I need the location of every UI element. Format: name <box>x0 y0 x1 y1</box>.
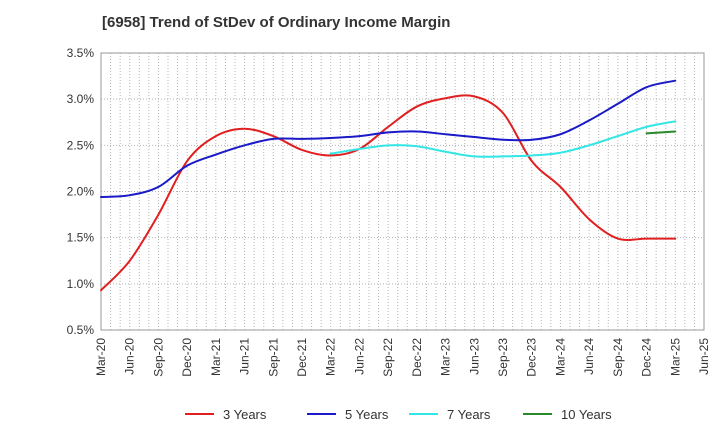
y-tick-label: 3.0% <box>67 92 95 106</box>
x-tick-label: Jun-21 <box>238 338 252 375</box>
x-tick-label: Jun-22 <box>352 338 366 375</box>
x-tick-label: Dec-22 <box>410 338 424 377</box>
y-axis-ticks: 0.5% 1.0% 1.5% 2.0% 2.5% 3.0% 3.5% <box>67 46 95 337</box>
x-tick-label: Mar-25 <box>668 338 682 376</box>
y-tick-label: 1.0% <box>67 277 95 291</box>
y-tick-label: 2.0% <box>67 185 95 199</box>
series-line-7-years <box>329 120 677 158</box>
x-tick-label: Mar-22 <box>324 338 338 376</box>
series-line-5-years <box>100 79 677 199</box>
x-tick-label: Sep-23 <box>496 338 510 377</box>
plot-border <box>100 52 705 331</box>
x-axis-ticks: Mar-20 Jun-20 Sep-20 Dec-20 Mar-21 Jun-21 Sep-… <box>94 338 711 377</box>
x-tick-label: Mar-20 <box>94 338 108 376</box>
legend-label: 7 Years <box>447 407 491 422</box>
x-tick-label: Dec-23 <box>525 338 539 377</box>
plot-background <box>101 53 704 330</box>
y-tick-label: 2.5% <box>67 138 95 152</box>
legend-label: 5 Years <box>345 407 389 422</box>
y-tick-label: 0.5% <box>67 323 95 337</box>
x-tick-label: Sep-21 <box>266 338 280 377</box>
x-tick-label: Jun-20 <box>123 338 137 375</box>
x-tick-label: Sep-24 <box>611 338 625 377</box>
x-tick-label: Mar-23 <box>439 338 453 376</box>
x-tick-label: Jun-23 <box>467 338 481 375</box>
series-lines <box>100 79 677 292</box>
y-tick-label: 3.5% <box>67 46 95 60</box>
x-tick-label: Mar-21 <box>209 338 223 376</box>
grid-lines <box>101 53 704 330</box>
x-tick-label: Sep-22 <box>381 338 395 377</box>
chart-title: [6958] Trend of StDev of Ordinary Income… <box>102 14 451 31</box>
legend: 3 Years 5 Years 7 Years 10 Years <box>185 407 612 422</box>
x-tick-label: Jun-24 <box>582 338 596 375</box>
series-line-3-years <box>100 94 677 292</box>
x-tick-label: Dec-20 <box>180 338 194 377</box>
x-tick-label: Jun-25 <box>697 338 711 375</box>
legend-label: 10 Years <box>561 407 612 422</box>
x-tick-label: Dec-21 <box>295 338 309 377</box>
y-tick-label: 1.5% <box>67 231 95 245</box>
series-line-10-years <box>645 130 677 135</box>
x-tick-label: Sep-20 <box>151 338 165 377</box>
x-tick-label: Mar-24 <box>553 338 567 376</box>
x-tick-label: Dec-24 <box>640 338 654 377</box>
legend-label: 3 Years <box>223 407 267 422</box>
